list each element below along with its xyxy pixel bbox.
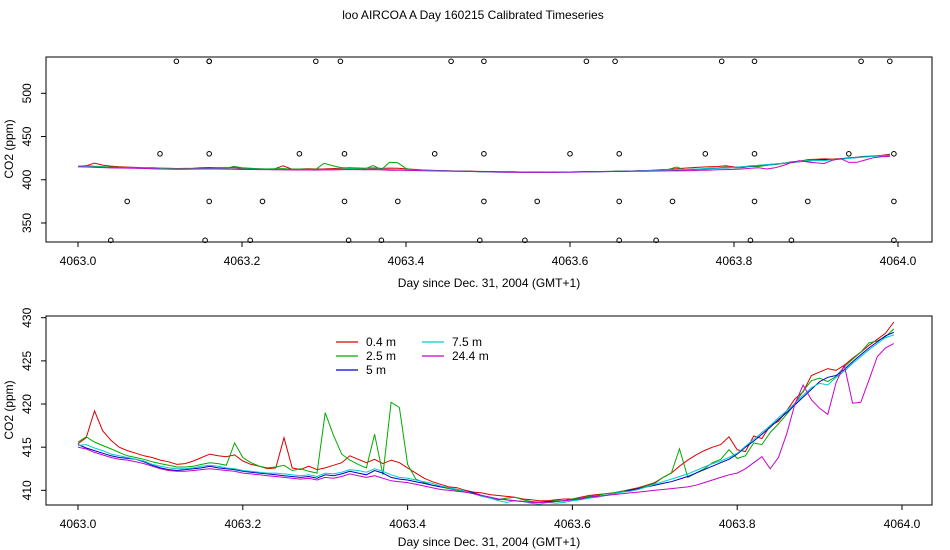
marker-point <box>669 198 676 205</box>
y-tick-label: 425 <box>20 351 34 371</box>
y-tick-label: 450 <box>20 126 34 146</box>
x-tick-label: 4063.0 <box>60 517 97 531</box>
marker-point <box>173 58 180 65</box>
marker-point <box>341 198 348 205</box>
marker-point <box>345 237 352 244</box>
marker-point <box>702 151 709 157</box>
x-tick-label: 4063.2 <box>224 254 261 268</box>
marker-point <box>395 198 401 205</box>
top-series-lines <box>77 153 890 174</box>
legend-label: 2.5 m <box>366 349 396 363</box>
marker-point <box>481 151 487 157</box>
top-x-axis: 4063.0 4063.2 4063.4 4063.6 4063.8 4064.0 <box>60 242 917 268</box>
legend-label: 5 m <box>366 363 386 377</box>
x-tick-label: 4063.8 <box>716 254 753 268</box>
x-tick-label: 4063.0 <box>60 254 97 268</box>
x-tick-label: 4063.6 <box>554 517 591 531</box>
marker-point <box>891 151 897 157</box>
marker-point <box>341 151 348 157</box>
series-line <box>77 343 895 503</box>
top-series-line <box>77 155 890 173</box>
marker-point <box>124 198 130 205</box>
top-series-line <box>77 154 890 173</box>
top-x-axis-label: Day since Dec. 31, 2004 (GMT+1) <box>398 276 580 290</box>
marker-point <box>448 58 454 65</box>
x-tick-label: 4063.2 <box>224 517 261 531</box>
top-markers <box>108 58 897 244</box>
marker-point <box>259 198 266 205</box>
y-tick-label: 430 <box>20 307 34 327</box>
marker-point <box>481 198 487 205</box>
y-tick-label: 420 <box>20 394 34 414</box>
marker-point <box>481 58 487 65</box>
marker-point <box>313 58 319 65</box>
bottom-x-axis-label: Day since Dec. 31, 2004 (GMT+1) <box>398 535 580 549</box>
marker-point <box>108 237 114 244</box>
marker-point <box>751 58 758 65</box>
marker-point <box>337 58 344 65</box>
marker-point <box>612 58 618 65</box>
x-tick-label: 4063.4 <box>388 254 425 268</box>
marker-point <box>522 237 528 244</box>
top-series-line <box>77 154 890 173</box>
top-panel: 4063.0 4063.2 4063.4 4063.6 4063.8 4064.0 350… <box>2 56 933 290</box>
marker-point <box>247 237 253 244</box>
marker-point <box>653 237 659 244</box>
bottom-panel: 4063.0 4063.2 4063.4 4063.6 4063.8 4064.0 410… <box>2 307 933 549</box>
top-y-axis: 350 400 450 500 <box>20 83 46 233</box>
marker-point <box>887 58 893 65</box>
bottom-x-axis: 4063.0 4063.2 4063.4 4063.6 4063.8 4064.0 <box>60 505 921 531</box>
x-tick-label: 4064.0 <box>880 254 917 268</box>
marker-point <box>846 151 852 157</box>
marker-point <box>751 151 758 157</box>
marker-point <box>718 58 725 65</box>
marker-point <box>206 58 212 65</box>
y-tick-label: 350 <box>20 213 34 233</box>
top-plot-frame <box>45 56 933 243</box>
legend-label: 7.5 m <box>452 335 482 349</box>
marker-point <box>788 237 795 244</box>
marker-point <box>431 151 438 157</box>
y-tick-label: 415 <box>20 437 34 457</box>
marker-point <box>157 151 163 157</box>
marker-point <box>616 237 623 244</box>
marker-point <box>616 151 623 157</box>
marker-point <box>891 198 897 205</box>
y-tick-label: 500 <box>20 83 34 103</box>
marker-point <box>751 198 758 205</box>
series-line <box>77 334 894 505</box>
y-tick-label: 410 <box>20 480 34 500</box>
x-tick-label: 4063.8 <box>719 517 756 531</box>
y-tick-label: 400 <box>20 169 34 189</box>
marker-point <box>747 237 754 244</box>
bottom-series-lines <box>77 321 895 505</box>
marker-point <box>805 198 811 205</box>
legend: 0.4 m2.5 m5 m 7.5 m24.4 m <box>336 335 489 377</box>
x-tick-label: 4064.0 <box>884 517 921 531</box>
marker-point <box>534 198 541 205</box>
marker-point <box>206 198 212 205</box>
marker-point <box>477 237 483 244</box>
marker-point <box>296 151 303 157</box>
marker-point <box>858 58 864 65</box>
legend-label: 0.4 m <box>366 335 396 349</box>
legend-label: 24.4 m <box>452 349 489 363</box>
marker-point <box>202 237 208 244</box>
marker-point <box>583 58 590 65</box>
bottom-y-axis-label: CO2 (ppm) <box>2 380 16 439</box>
marker-point <box>616 198 623 205</box>
bottom-plot-frame <box>45 315 933 506</box>
top-y-axis-label: CO2 (ppm) <box>2 119 16 178</box>
chart-title: loo AIRCOA A Day 160215 Calibrated Times… <box>342 8 603 22</box>
marker-point <box>378 237 385 244</box>
bottom-y-axis: 410 415 420 425 430 <box>20 307 46 500</box>
top-series-line <box>77 155 890 174</box>
marker-point <box>206 151 212 157</box>
x-tick-label: 4063.6 <box>552 254 589 268</box>
marker-point <box>567 151 573 157</box>
x-tick-label: 4063.4 <box>389 517 426 531</box>
marker-point <box>891 237 897 244</box>
